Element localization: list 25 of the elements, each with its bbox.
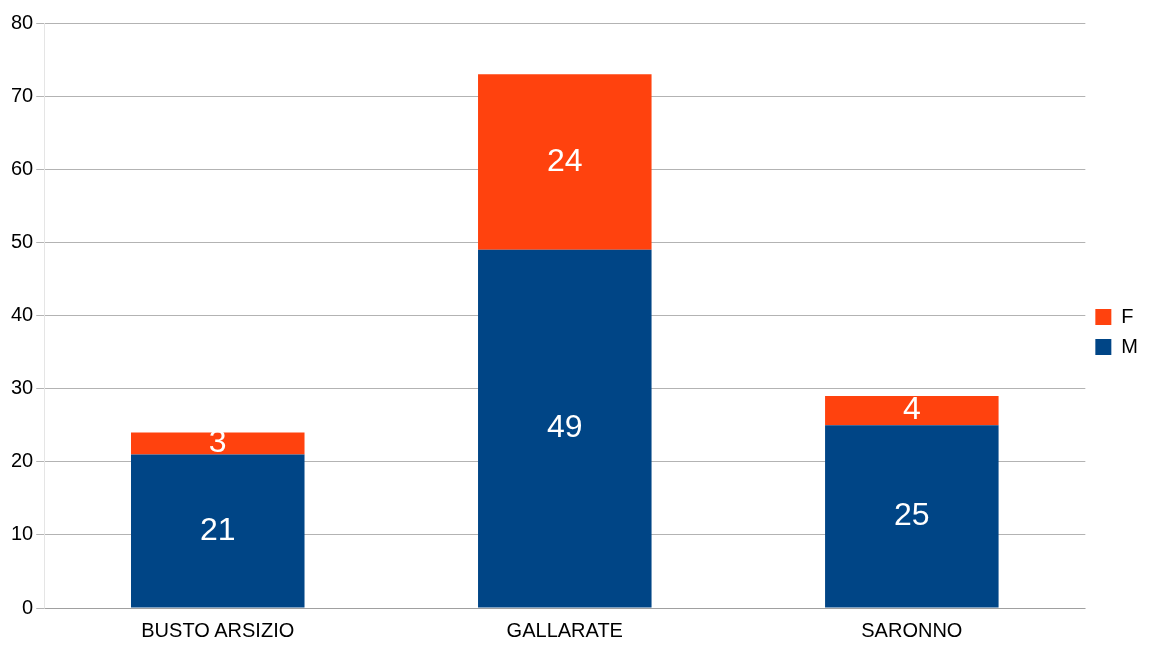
bar [131, 454, 305, 608]
data-label: 24 [547, 141, 583, 178]
y-tick-label: 30 [11, 376, 34, 399]
bar [825, 395, 999, 426]
y-tick-label: 10 [11, 522, 34, 545]
bar [478, 249, 652, 608]
y-tick-label: 20 [11, 449, 34, 472]
bar [131, 432, 305, 455]
y-tick-label: 60 [11, 156, 34, 179]
x-tick-label: SARONNO [861, 618, 963, 641]
data-label: 21 [199, 510, 236, 547]
bar [825, 425, 999, 608]
data-label: 25 [894, 496, 930, 533]
y-tick-label: 0 [22, 595, 34, 618]
y-tick-label: 40 [11, 303, 34, 326]
x-tick-label: GALLARATE [506, 618, 623, 641]
y-tick-label: 80 [11, 10, 34, 33]
legend-label: F [1121, 304, 1134, 327]
legend-label: M [1121, 334, 1139, 357]
y-tick-label: 70 [11, 83, 34, 106]
bar [478, 74, 652, 250]
y-tick-label: 50 [11, 229, 34, 252]
data-label: 49 [547, 408, 583, 445]
x-tick-label: BUSTO ARSIZIO [141, 618, 295, 641]
data-label: 4 [902, 390, 921, 427]
